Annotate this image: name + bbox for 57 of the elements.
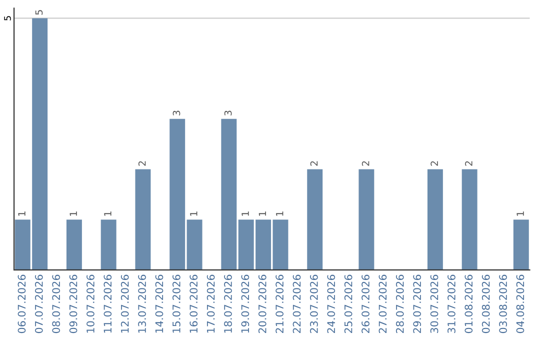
x-tick-label: 15.07.2026 (172, 274, 180, 333)
x-tick-label: 29.07.2026 (413, 274, 422, 334)
data-label: 1 (276, 212, 284, 216)
x-tick-label: 12.07.2026 (120, 274, 129, 333)
x-tick-label: 19.07.2026 (241, 274, 250, 333)
x-tick-label: 26.07.2026 (362, 274, 370, 334)
x-tick-label: 17.07.2026 (206, 274, 215, 333)
x-tick-label: 28.07.2026 (396, 274, 404, 334)
data-label: 1 (70, 212, 77, 216)
x-tick-label: 21.07.2026 (276, 274, 284, 334)
bar (186, 220, 202, 270)
x-tick-label: 24.07.2026 (327, 274, 336, 334)
data-label: 1 (104, 212, 112, 216)
data-label: 1 (242, 212, 249, 216)
bar (462, 169, 478, 270)
x-tick-label: 20.07.2026 (258, 274, 266, 334)
x-tick-label: 04.08.2026 (516, 274, 524, 334)
data-label: 2 (362, 161, 370, 166)
bar (307, 169, 323, 270)
x-tick-label: 23.07.2026 (310, 274, 318, 334)
data-label: 3 (172, 110, 180, 116)
data-label: 1 (190, 212, 198, 216)
x-tick-label: 09.07.2026 (69, 274, 78, 334)
data-label: 1 (18, 212, 26, 216)
data-label: 2 (138, 161, 146, 166)
x-tick-label: 22.07.2026 (292, 274, 301, 334)
data-label: 1 (258, 212, 266, 216)
x-tick-label: 30.07.2026 (430, 274, 438, 333)
x-tick-label: 11.07.2026 (104, 274, 112, 333)
x-tick-label: 25.07.2026 (344, 274, 352, 334)
bar (513, 220, 529, 270)
data-label: 1 (516, 212, 524, 216)
x-tick-label: 31.07.2026 (448, 274, 456, 333)
x-tick-label: 16.07.2026 (190, 274, 198, 333)
x-tick-label: 10.07.2026 (86, 274, 94, 333)
x-tick-label: 14.07.2026 (155, 274, 164, 333)
x-tick-label: 18.07.2026 (224, 274, 232, 333)
bar (100, 220, 116, 270)
data-label: 3 (224, 110, 232, 116)
bar (221, 118, 237, 270)
bar (427, 169, 443, 270)
bar (358, 169, 374, 270)
x-tick-label: 03.08.2026 (499, 274, 507, 334)
x-tick-label: 08.07.2026 (52, 274, 60, 334)
data-label: 2 (465, 161, 472, 166)
data-label: 5 (35, 10, 43, 15)
x-tick-label: 07.07.2026 (34, 274, 43, 334)
bar (66, 220, 82, 270)
bar (135, 169, 151, 270)
data-label: 2 (430, 161, 438, 166)
bar (170, 118, 186, 270)
x-tick-label: 01.08.2026 (464, 274, 473, 334)
x-tick-label: 13.07.2026 (138, 274, 146, 333)
x-tick-label: 02.08.2026 (482, 274, 490, 334)
x-tick-label: 27.07.2026 (378, 274, 387, 334)
x-tick-label: 06.07.2026 (18, 274, 26, 334)
data-label: 2 (310, 161, 318, 166)
